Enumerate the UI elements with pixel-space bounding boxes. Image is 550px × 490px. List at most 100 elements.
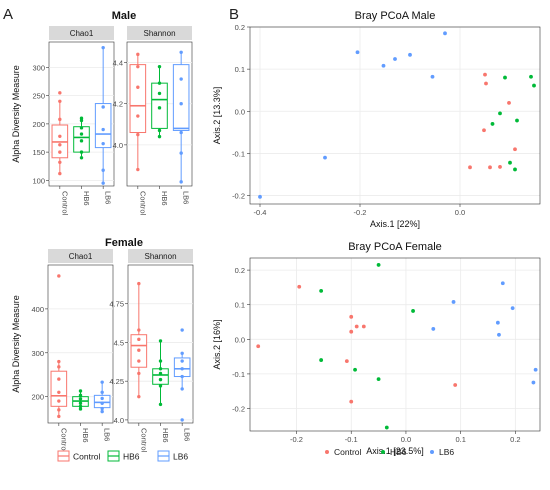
data-point — [78, 407, 83, 411]
data-point — [101, 45, 105, 50]
x-tick-label: Control — [138, 191, 147, 216]
point-control — [488, 165, 492, 170]
box-lb6 — [94, 103, 112, 149]
point-control — [484, 81, 488, 86]
y-tick-label: 4.25 — [109, 377, 124, 386]
data-point — [58, 171, 62, 176]
data-point — [57, 390, 61, 394]
data-point — [101, 168, 105, 172]
point-lb6 — [533, 367, 538, 372]
point-hb6 — [503, 75, 507, 80]
y-tick-label: 0.0 — [235, 107, 245, 116]
data-point — [57, 399, 61, 403]
data-point — [100, 409, 104, 414]
data-point — [58, 99, 62, 103]
data-point — [137, 281, 141, 286]
legend-label: HB6 — [123, 452, 140, 462]
x-tick-label: 0.0 — [455, 208, 465, 217]
point-hb6 — [376, 377, 381, 381]
pcoa-legend: Control HB6 LB6 — [325, 447, 454, 457]
point-hb6 — [319, 358, 324, 362]
y-tick-label: 0.2 — [235, 23, 245, 32]
point-control — [513, 147, 517, 152]
data-point — [79, 156, 84, 160]
point-control — [349, 314, 354, 319]
data-point — [180, 387, 184, 391]
facet-strip — [48, 249, 113, 263]
female-pcoa-chart: Bray PCoA Female -0.2 -0.1 0.0 0.1 0.2 -0.2 -0.… — [212, 241, 541, 456]
data-point — [136, 114, 140, 118]
x-tick-label: -0.2 — [354, 208, 367, 217]
data-point — [58, 117, 62, 122]
y-tick-label: 4.0 — [113, 141, 123, 150]
data-point — [137, 371, 141, 376]
data-point — [101, 181, 105, 185]
data-point — [101, 141, 105, 146]
y-tick-label: -0.1 — [232, 149, 245, 158]
box-lb6 — [172, 64, 190, 131]
y-tick-label: 4.75 — [109, 300, 124, 309]
box-control — [50, 370, 68, 407]
point-control — [507, 100, 511, 105]
data-point — [137, 394, 141, 399]
data-point — [58, 143, 62, 147]
point-hb6 — [529, 74, 533, 79]
y-tick-label: 0.1 — [235, 301, 245, 310]
male-alpha-chart: Male Alpha Diversity Measure Chao1 100 150 20… — [11, 10, 193, 216]
data-point — [78, 389, 83, 393]
data-point — [180, 418, 184, 422]
data-point — [137, 348, 141, 352]
data-point — [100, 401, 104, 405]
data-point — [136, 85, 140, 89]
facet-strip-label: Shannon — [144, 252, 176, 261]
plot-border — [249, 26, 541, 205]
point-control — [453, 383, 458, 387]
point-lb6 — [393, 57, 397, 61]
legend-dot-control — [325, 450, 329, 454]
data-point — [136, 52, 140, 57]
legend-dot-hb6 — [381, 450, 385, 454]
data-point — [58, 160, 62, 164]
plot-area — [250, 258, 540, 431]
data-point — [57, 274, 61, 278]
data-point — [179, 180, 183, 184]
point-control — [256, 344, 261, 349]
y-tick-label: -0.2 — [232, 405, 245, 414]
point-control — [344, 359, 349, 364]
chart-title: Male — [112, 10, 136, 22]
y-tick-label: -0.2 — [232, 192, 245, 201]
data-point — [157, 106, 162, 110]
facet-strip — [49, 26, 114, 40]
y-tick-label: 100 — [32, 176, 45, 185]
x-tick-label: HB6 — [160, 191, 169, 206]
point-control — [354, 324, 359, 329]
x-tick-label: 0.1 — [455, 435, 465, 444]
facet-strip-label: Chao1 — [70, 29, 94, 38]
x-tick-label: HB6 — [161, 428, 170, 443]
data-point — [137, 337, 141, 342]
point-lb6 — [497, 332, 501, 337]
point-hb6 — [353, 367, 357, 372]
point-lb6 — [510, 306, 515, 311]
legend-label: HB6 — [390, 447, 407, 457]
data-point — [57, 408, 61, 412]
legend-label: Control — [73, 452, 101, 462]
point-hb6 — [411, 309, 415, 313]
data-point — [78, 393, 83, 398]
data-point — [136, 132, 140, 137]
point-hb6 — [376, 263, 381, 267]
data-point — [58, 91, 62, 95]
y-tick-label: -0.1 — [232, 370, 245, 379]
y-tick-label: 150 — [32, 148, 45, 157]
point-lb6 — [430, 74, 435, 79]
data-point — [157, 64, 162, 69]
y-tick-label: 250 — [32, 92, 45, 101]
point-lb6 — [495, 320, 500, 325]
y-tick-label: 0.0 — [235, 335, 245, 344]
y-tick-label: 4.4 — [113, 59, 123, 68]
x-tick-label: 0.2 — [510, 435, 520, 444]
x-tick-label: -0.4 — [254, 208, 267, 217]
point-lb6 — [531, 380, 536, 385]
chart-title: Female — [105, 237, 143, 249]
legend-label: Control — [334, 447, 362, 457]
